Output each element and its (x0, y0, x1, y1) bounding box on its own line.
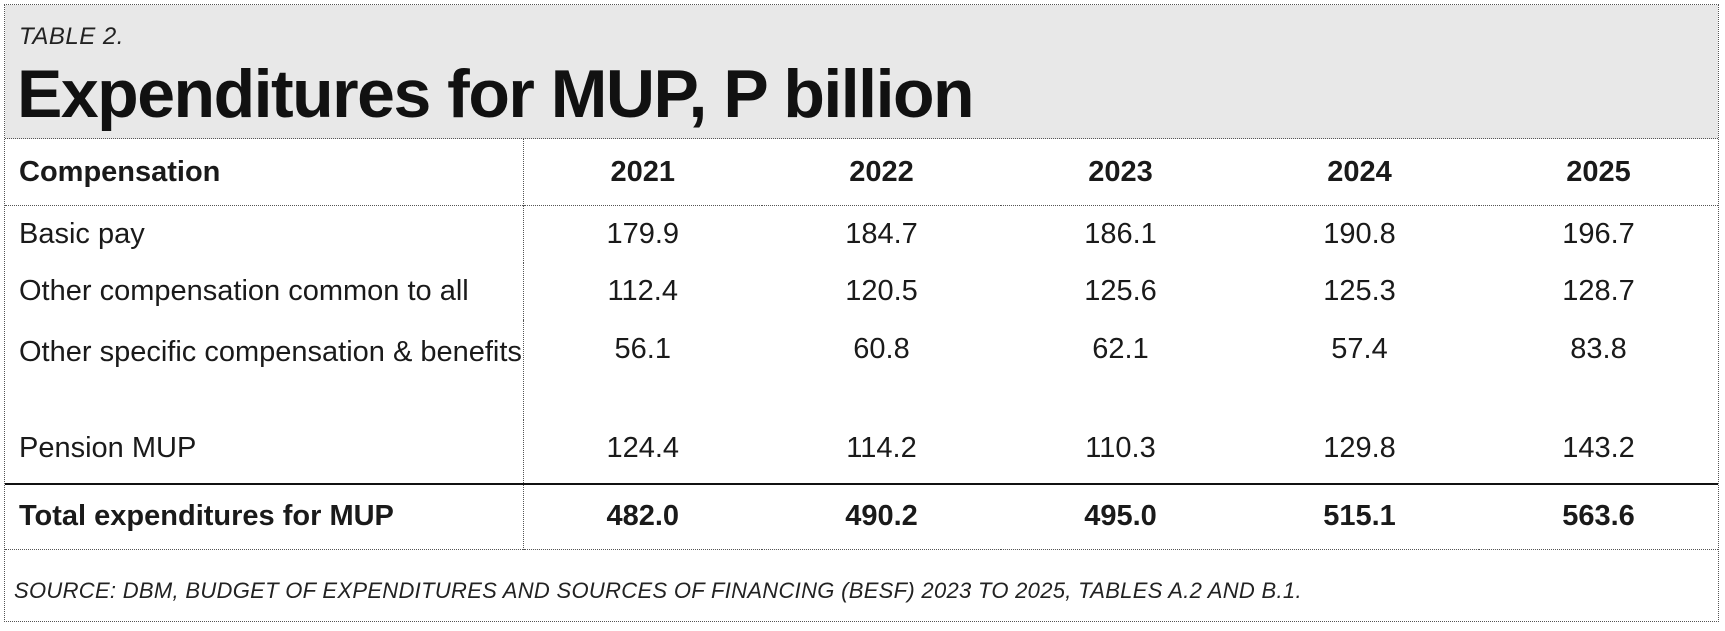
table-cell: 56.1 (614, 332, 671, 365)
total-cell: 490.2 (845, 500, 918, 533)
table-cell: 60.8 (853, 332, 910, 365)
table-cell: 196.7 (1562, 218, 1635, 250)
table-cell: 184.7 (845, 218, 918, 250)
table-cell: 124.4 (606, 431, 680, 464)
table-row: Other compensation common to all 112.4 1… (5, 262, 1718, 320)
column-header: 2022 (849, 155, 914, 188)
column-header: 2021 (610, 155, 675, 188)
table-title: Expenditures for MUP, P billion (17, 56, 975, 132)
total-cell: 515.1 (1323, 500, 1396, 533)
column-header: 2025 (1566, 155, 1631, 188)
table-cell: 179.9 (606, 218, 680, 250)
table-cell: 62.1 (1092, 332, 1149, 365)
table-cell: 112.4 (607, 274, 678, 307)
expenditures-table: Compensation 2021 2022 2023 2024 2025 Ba… (5, 139, 1718, 550)
total-label: Total expenditures for MUP (5, 483, 524, 550)
table-cell: 114.2 (846, 431, 917, 464)
table-header-band: TABLE 2. Expenditures for MUP, P billion (5, 5, 1718, 139)
table-row: Other specific compensation & benefits 5… (5, 319, 1718, 420)
total-cell: 495.0 (1084, 500, 1157, 533)
table-label: TABLE 2. (19, 23, 124, 50)
row-label: Pension MUP (5, 419, 524, 484)
table-row: Basic pay 179.9 184.7 186.1 190.8 196.7 (5, 205, 1718, 263)
table-frame: TABLE 2. Expenditures for MUP, P billion… (4, 4, 1719, 622)
row-label: Other compensation common to all (5, 262, 524, 320)
column-header: Compensation (5, 139, 524, 206)
table-cell: 110.3 (1085, 431, 1156, 464)
table-cell: 190.8 (1323, 218, 1396, 250)
source-note: SOURCE: DBM, BUDGET OF EXPENDITURES AND … (14, 578, 1302, 603)
column-header: 2023 (1088, 155, 1153, 188)
row-label: Other specific compensation & benefits (5, 319, 524, 420)
table-cell: 125.6 (1084, 274, 1157, 307)
table-cell: 120.5 (845, 274, 918, 307)
row-label: Basic pay (5, 205, 524, 263)
table-cell: 143.2 (1562, 431, 1635, 464)
column-header: 2024 (1327, 155, 1392, 188)
table-cell: 83.8 (1570, 332, 1627, 365)
table-row: Pension MUP 124.4 114.2 110.3 129.8 143.… (5, 419, 1718, 484)
total-row: Total expenditures for MUP 482.0 490.2 4… (5, 483, 1718, 550)
header-row: Compensation 2021 2022 2023 2024 2025 (5, 139, 1718, 206)
table-cell: 57.4 (1331, 332, 1388, 365)
table-cell: 129.8 (1323, 431, 1396, 464)
table-cell: 128.7 (1562, 274, 1635, 307)
table-cell: 125.3 (1323, 274, 1396, 307)
total-cell: 482.0 (606, 500, 680, 533)
table-cell: 186.1 (1084, 218, 1157, 250)
total-cell: 563.6 (1562, 500, 1635, 533)
